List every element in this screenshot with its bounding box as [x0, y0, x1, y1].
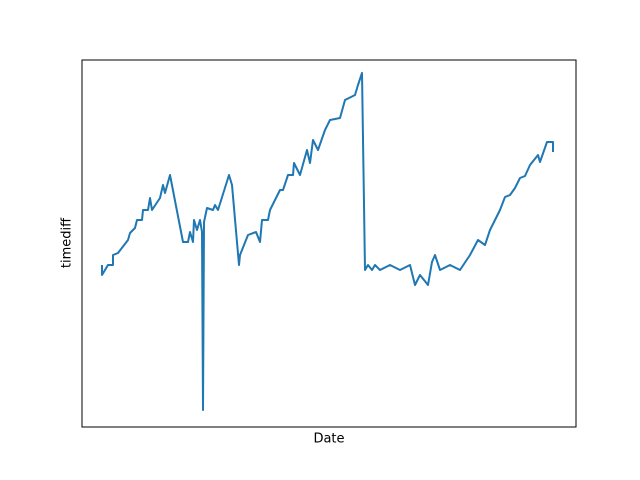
- x-axis-label: Date: [313, 432, 344, 447]
- plot-frame: [81, 59, 577, 428]
- data-line: [101, 72, 554, 411]
- y-axis-label: timediff: [60, 217, 75, 268]
